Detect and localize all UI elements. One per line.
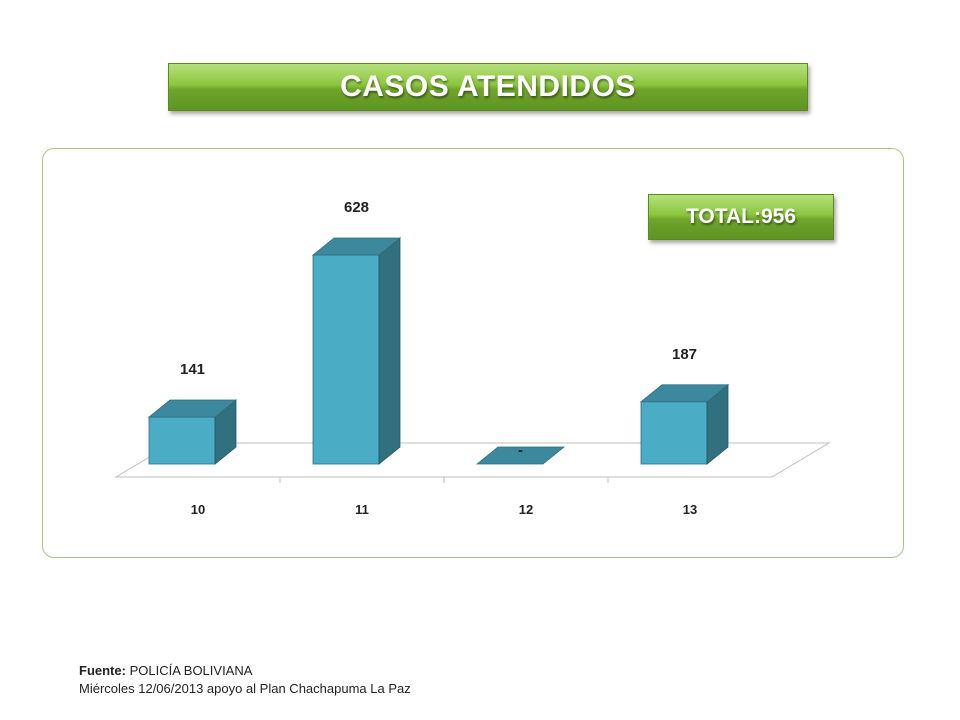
bar-front [148,416,216,465]
bar-top [311,237,402,256]
footer-note: Miércoles 12/06/2013 apoyo al Plan Chach… [79,681,411,696]
bar-front [312,254,380,465]
bar-top [475,446,566,465]
bar-top [639,384,730,403]
x-tick-label: 11 [355,502,369,517]
footer: Fuente: POLICÍA BOLIVIANA Miércoles 12/0… [79,662,411,698]
total-badge: TOTAL:956 [648,194,834,240]
source-label: Fuente: [79,663,126,678]
x-tick-label: 10 [191,502,205,517]
x-tick-label: 13 [683,502,697,517]
source-line: Fuente: POLICÍA BOLIVIANA [79,662,411,680]
data-label: 187 [672,346,697,363]
bar-front [640,401,708,465]
title-banner: CASOS ATENDIDOS [168,63,808,111]
bar-side [378,237,401,465]
chart-title: CASOS ATENDIDOS [340,70,636,103]
bar-top [147,399,238,418]
data-label: 141 [180,361,205,378]
x-tick-label: 12 [519,502,533,517]
source-value: POLICÍA BOLIVIANA [129,663,253,678]
data-label: 628 [344,199,369,216]
data-label: - [518,442,523,459]
total-label: TOTAL:956 [685,205,797,228]
